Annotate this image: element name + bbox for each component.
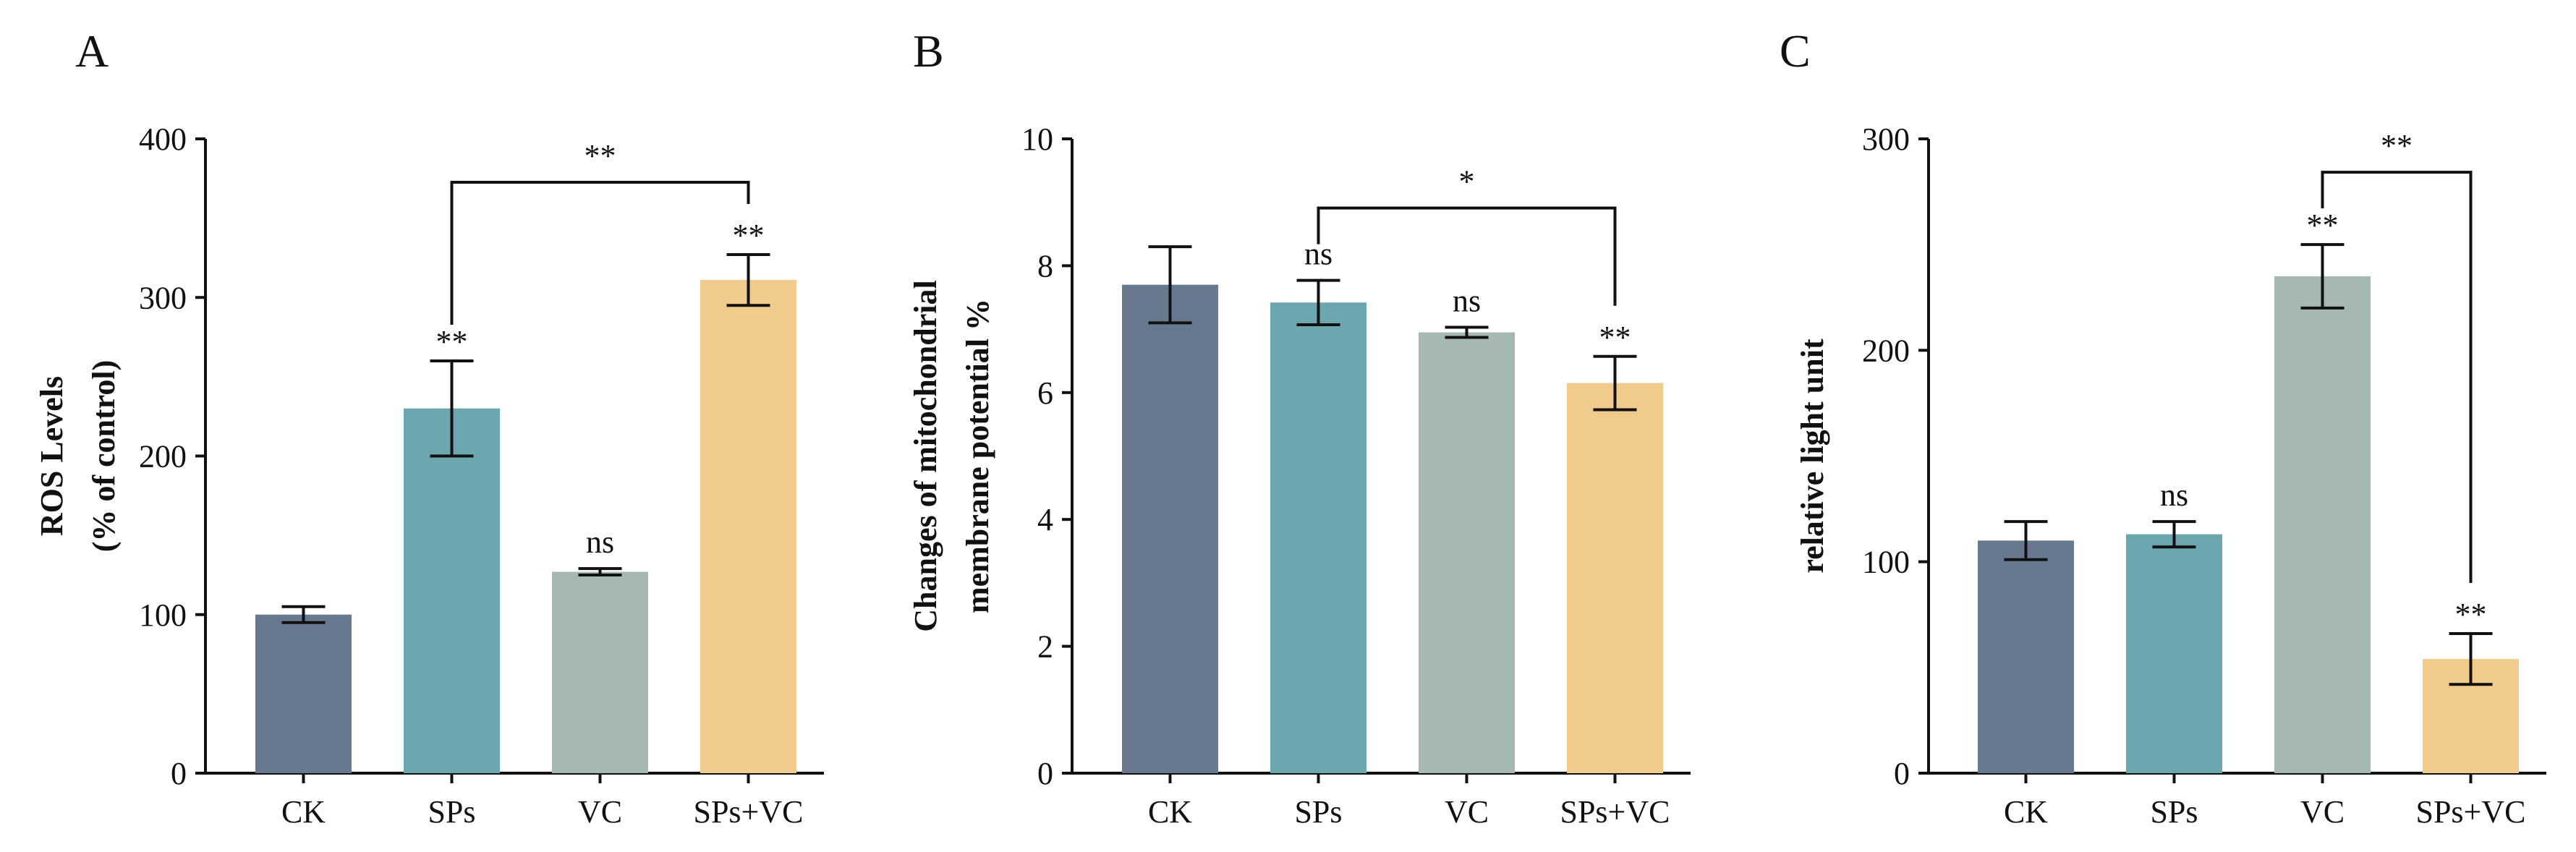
- panel-c-y-tick-label: 300: [1862, 122, 1910, 157]
- panel-a-y-tick-label: 0: [171, 756, 187, 791]
- panel-a-x-tick-label: SPs: [428, 794, 475, 830]
- panel-a-bar-sps: [404, 408, 500, 773]
- panel-c-x-tick-label: CK: [2004, 794, 2048, 830]
- panel-b-y-tick-label: 0: [1037, 756, 1053, 791]
- panel-b-y-tick-label: 2: [1037, 629, 1053, 665]
- panel-a-comparison-bracket: [450, 181, 750, 325]
- panel-a-x-tick-label: CK: [281, 794, 326, 830]
- panel-b-y-tick-label: 10: [1021, 122, 1053, 157]
- panel-c-comparison-label: **: [2381, 128, 2413, 163]
- panel-a-significance-vc: ns: [586, 524, 614, 560]
- panel-b-y-axis-title: Changes of mitochondrial: [908, 280, 943, 631]
- panel-a-y-tick-label: 200: [139, 439, 187, 474]
- panel-a-y-tick-label: 300: [139, 280, 187, 315]
- panel-a-letter: A: [75, 25, 109, 77]
- panel-b-bar-sps: [1270, 302, 1366, 773]
- panel-c-bar-vc: [2274, 276, 2371, 773]
- panel-c-significance-sps: ns: [2160, 477, 2188, 513]
- panel-c-letter: C: [1780, 25, 1811, 77]
- panel-c-x-tick-label: SPs+VC: [2415, 794, 2525, 830]
- panel-c-significance-sps-vc: **: [2455, 597, 2487, 632]
- panel-b-x-tick-label: SPs+VC: [1560, 794, 1670, 830]
- panel-c-y-tick-label: 100: [1862, 545, 1910, 580]
- panel-b-letter: B: [913, 25, 944, 77]
- panel-c-bar-sps: [2126, 534, 2222, 773]
- panel-c-y-tick-label: 0: [1894, 756, 1910, 791]
- panel-a-bar-ck: [255, 614, 352, 773]
- panel-b-y-axis-title: membrane potential %: [960, 299, 995, 613]
- panel-a-y-axis-title: ROS Levels: [34, 376, 69, 536]
- panel-b-x-tick-label: VC: [1445, 794, 1489, 830]
- panel-b-comparison-bracket: [1317, 206, 1617, 306]
- panel-a-x-tick-label: VC: [578, 794, 622, 830]
- panel-c-y-axis-title: relative light unit: [1795, 338, 1830, 574]
- panel-a-y-axis-title: (% of control): [86, 360, 122, 553]
- panel-a: A 0 100 200 300 400 ROS Levels (% of control) CK…: [34, 25, 824, 830]
- panel-c-comparison-bracket: [2321, 171, 2473, 584]
- panel-c-y-tick-label: 200: [1862, 333, 1910, 368]
- panel-a-significance-sps-vc: **: [733, 218, 765, 253]
- panel-b-bar-vc: [1419, 332, 1515, 773]
- panel-c-significance-vc: **: [2307, 208, 2339, 243]
- panel-a-y-tick-label: 400: [139, 122, 187, 157]
- panel-b-x-tick-label: SPs: [1294, 794, 1342, 830]
- panel-a-comparison-label: **: [585, 138, 616, 174]
- panel-c-x-tick-label: VC: [2300, 794, 2345, 830]
- panel-b-x-tick-label: CK: [1148, 794, 1192, 830]
- panel-a-bar-sps-vc: [700, 280, 796, 773]
- panel-c-x-tick-label: SPs: [2150, 794, 2198, 830]
- panel-b: B 0 2 4 6 8 10 Changes of mitochondrial membrane…: [908, 25, 1691, 830]
- panel-b-significance-sps-vc: **: [1599, 320, 1631, 355]
- panel-a-x-tick-label: SPs+VC: [693, 794, 803, 830]
- panel-a-y-tick-label: 100: [139, 597, 187, 633]
- panel-a-significance-sps: **: [436, 324, 468, 359]
- panel-c-bar-ck: [1978, 540, 2074, 773]
- panel-b-y-tick-label: 8: [1037, 248, 1053, 284]
- panel-a-bar-vc: [552, 571, 648, 773]
- panel-b-bar-sps-vc: [1567, 383, 1663, 773]
- panel-b-y-tick-label: 4: [1037, 502, 1053, 537]
- panel-b-y-tick-label: 6: [1037, 375, 1053, 411]
- panel-b-comparison-label: *: [1459, 164, 1475, 200]
- panel-c: C 0 100 200 300 relative light unit CK SPs ns VC *…: [1780, 25, 2546, 830]
- panel-b-significance-vc: ns: [1453, 283, 1481, 318]
- panel-b-bar-ck: [1122, 284, 1218, 774]
